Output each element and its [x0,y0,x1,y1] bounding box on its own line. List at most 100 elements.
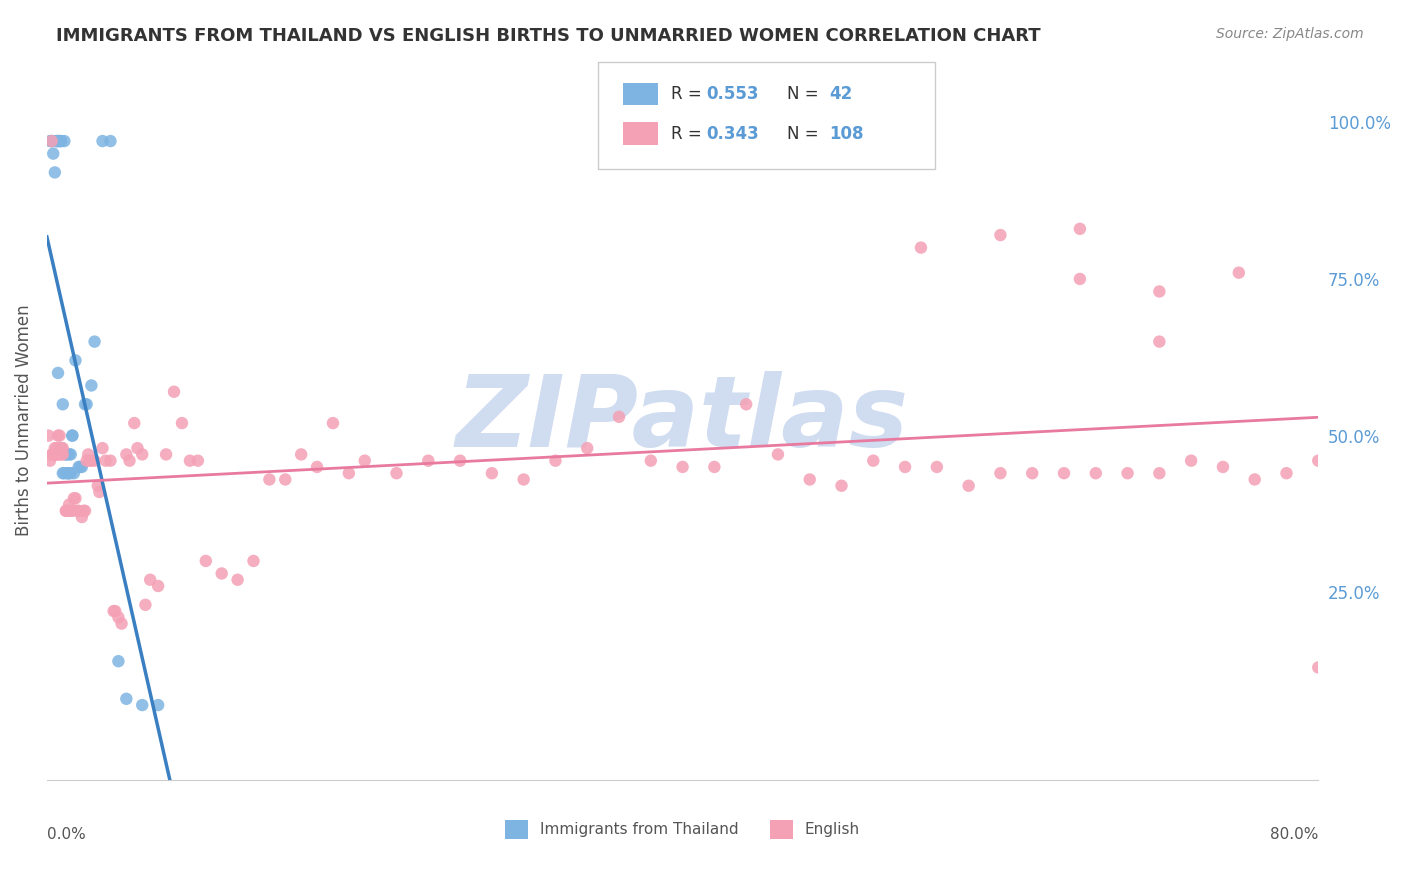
Point [73,504,96,518]
Point [104,604,127,618]
Point [60,428,83,442]
Point [1227,266,1250,280]
Point [640,453,662,467]
Point [55,504,77,518]
Y-axis label: Births to Unmarried Women: Births to Unmarried Women [15,304,32,536]
Point [1275,466,1298,480]
Point [59,504,82,518]
Point [1149,334,1171,349]
Point [990,466,1012,480]
Point [51,441,73,455]
Text: 80.0%: 80.0% [1270,827,1319,842]
Point [1308,453,1330,467]
Point [55,447,77,461]
Legend: Immigrants from Thailand, English: Immigrants from Thailand, English [499,814,866,845]
Point [115,447,138,461]
Point [80,453,103,467]
Text: N =: N = [787,85,818,103]
Point [46,428,69,442]
Point [1180,453,1202,467]
Point [65,491,87,506]
Point [481,466,503,480]
Point [449,453,471,467]
Text: 108: 108 [830,125,865,143]
Point [46,134,69,148]
Point [42,447,65,461]
Point [418,453,440,467]
Point [83,453,105,467]
Point [131,447,153,461]
Point [60,504,83,518]
Point [127,441,149,455]
Point [67,504,90,518]
Point [53,134,76,148]
Point [766,447,789,461]
Point [242,554,264,568]
Text: 0.343: 0.343 [706,125,759,143]
Point [46,366,69,380]
Point [45,441,67,455]
Text: 0.0%: 0.0% [46,827,86,842]
Point [211,566,233,581]
Point [671,459,693,474]
Point [179,453,201,467]
Point [56,504,79,518]
Point [51,447,73,461]
Point [51,441,73,455]
Point [103,604,125,618]
Point [72,504,94,518]
Point [118,453,141,467]
Point [76,453,98,467]
Point [139,573,162,587]
Point [799,473,821,487]
Point [894,459,917,474]
Point [307,459,329,474]
Text: Source: ZipAtlas.com: Source: ZipAtlas.com [1216,27,1364,41]
Point [512,473,534,487]
Point [77,447,100,461]
Point [1116,466,1139,480]
Point [69,459,91,474]
Point [110,616,132,631]
Point [353,453,375,467]
Point [48,447,70,461]
Text: N =: N = [787,125,818,143]
Point [155,447,177,461]
Point [70,510,93,524]
Point [1149,466,1171,480]
Point [115,691,138,706]
Text: 42: 42 [830,85,853,103]
Point [1212,459,1234,474]
Point [44,441,66,455]
Point [73,397,96,411]
Point [79,453,101,467]
Point [91,134,114,148]
Point [831,479,853,493]
Point [163,384,186,399]
Point [65,353,87,368]
Point [337,466,360,480]
Point [42,146,65,161]
Point [41,134,63,148]
Point [1084,466,1107,480]
Point [1021,466,1043,480]
Point [1308,660,1330,674]
Point [107,654,129,668]
Point [607,409,630,424]
Point [100,453,122,467]
Point [910,241,932,255]
Point [45,134,67,148]
Point [70,459,93,474]
Point [48,134,70,148]
Point [63,466,86,480]
Point [87,479,110,493]
Point [59,466,82,480]
Text: R =: R = [671,85,707,103]
Point [290,447,312,461]
Point [274,473,297,487]
Point [59,447,82,461]
Point [1069,222,1091,236]
Point [44,447,66,461]
Point [46,447,69,461]
Text: ZIPatlas: ZIPatlas [456,371,910,468]
